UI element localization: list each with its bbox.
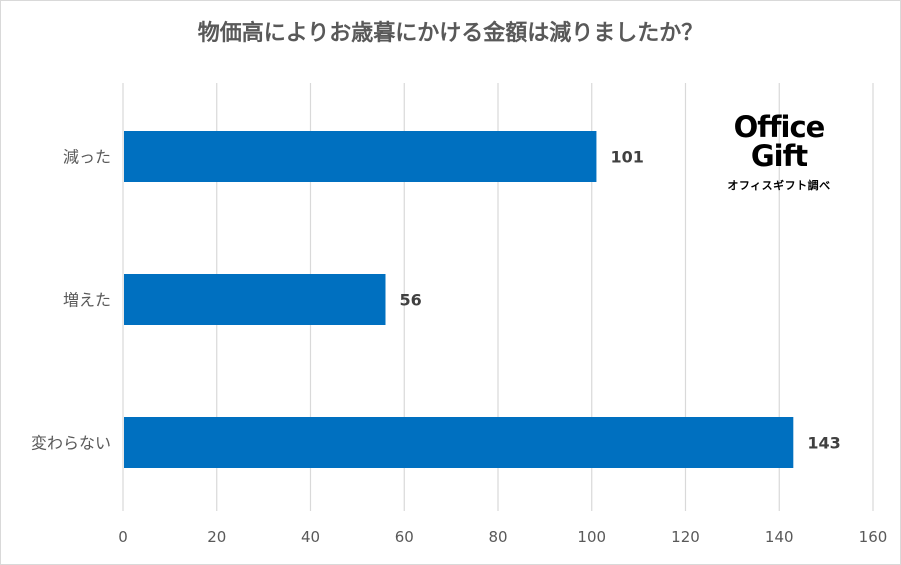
x-tick-label: 160: [859, 528, 888, 546]
data-label: 56: [400, 291, 422, 310]
bar: [124, 417, 794, 468]
logo-line-1: Office: [733, 110, 826, 144]
office-gift-logo: Office Gift オフィスギフト調べ: [709, 113, 849, 193]
x-tick-label: 100: [577, 528, 606, 546]
logo-subtitle: オフィスギフト調べ: [727, 179, 831, 192]
y-category-label: 変わらない: [31, 434, 111, 453]
y-category-label: 増えた: [63, 291, 111, 310]
x-tick-label: 0: [118, 528, 128, 546]
x-tick-label: 140: [765, 528, 794, 546]
x-tick-label: 80: [488, 528, 507, 546]
x-tick-label: 20: [207, 528, 226, 546]
logo-line-2: Gift: [750, 139, 808, 173]
bar: [124, 131, 597, 182]
x-tick-label: 60: [395, 528, 414, 546]
y-category-label: 減った: [63, 148, 111, 167]
data-label: 101: [610, 148, 643, 167]
data-label: 143: [807, 434, 840, 453]
x-tick-label: 40: [301, 528, 320, 546]
bar: [124, 274, 386, 325]
x-tick-label: 120: [671, 528, 700, 546]
chart-title: 物価高によりお歳暮にかける金額は減りましたか？: [197, 21, 704, 46]
